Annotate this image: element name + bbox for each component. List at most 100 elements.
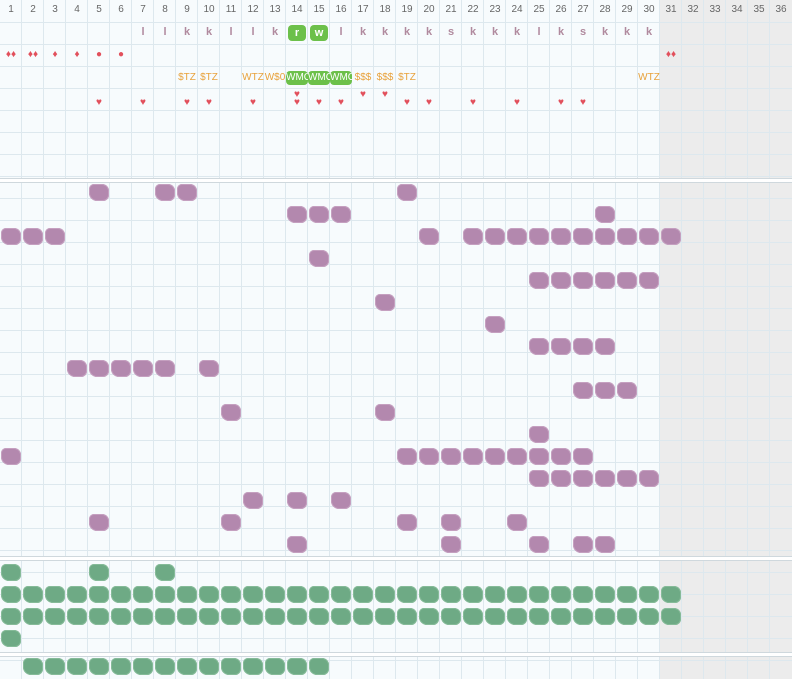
activity-mark-purple[interactable]	[551, 448, 571, 465]
day-number[interactable]: 14	[291, 4, 303, 15]
activity-mark-green[interactable]	[155, 586, 175, 603]
activity-mark-purple[interactable]	[221, 404, 241, 421]
activity-mark-green[interactable]	[309, 658, 329, 675]
cost-code[interactable]: WMO	[330, 71, 352, 85]
activity-mark-purple[interactable]	[617, 470, 637, 487]
day-number[interactable]: 19	[401, 4, 413, 15]
entry-letter[interactable]: s	[579, 26, 587, 38]
cost-code[interactable]: WMO	[308, 71, 330, 85]
entry-letter[interactable]: k	[381, 26, 389, 38]
activity-mark-green[interactable]	[485, 586, 505, 603]
activity-mark-purple[interactable]	[23, 228, 43, 245]
activity-mark-purple[interactable]	[573, 338, 593, 355]
entry-letter[interactable]: k	[359, 26, 367, 38]
activity-mark-green[interactable]	[133, 586, 153, 603]
activity-mark-purple[interactable]	[67, 360, 87, 377]
activity-mark-purple[interactable]	[177, 184, 197, 201]
activity-mark-green[interactable]	[199, 586, 219, 603]
activity-mark-purple[interactable]	[155, 184, 175, 201]
activity-mark-purple[interactable]	[507, 448, 527, 465]
entry-letter[interactable]: l	[163, 26, 167, 38]
activity-mark-green[interactable]	[1, 564, 21, 581]
activity-mark-green[interactable]	[1, 630, 21, 647]
activity-mark-purple[interactable]	[595, 382, 615, 399]
activity-mark-green[interactable]	[199, 658, 219, 675]
activity-mark-green[interactable]	[23, 608, 43, 625]
activity-mark-green[interactable]	[111, 586, 131, 603]
activity-mark-green[interactable]	[155, 608, 175, 625]
activity-mark-green[interactable]	[111, 658, 131, 675]
activity-mark-green[interactable]	[1, 586, 21, 603]
entry-letter[interactable]: k	[513, 26, 521, 38]
activity-mark-green[interactable]	[155, 658, 175, 675]
day-number[interactable]: 36	[775, 4, 787, 15]
day-number[interactable]: 34	[731, 4, 743, 15]
activity-mark-purple[interactable]	[573, 272, 593, 289]
day-number[interactable]: 25	[533, 4, 545, 15]
entry-letter[interactable]: l	[251, 26, 255, 38]
activity-mark-green[interactable]	[661, 586, 681, 603]
day-number[interactable]: 12	[247, 4, 259, 15]
activity-mark-green[interactable]	[617, 608, 637, 625]
day-number[interactable]: 2	[30, 4, 36, 15]
activity-mark-purple[interactable]	[595, 470, 615, 487]
activity-mark-purple[interactable]	[397, 184, 417, 201]
day-number[interactable]: 23	[489, 4, 501, 15]
activity-mark-green[interactable]	[639, 586, 659, 603]
activity-mark-green[interactable]	[419, 586, 439, 603]
activity-mark-purple[interactable]	[485, 316, 505, 333]
activity-mark-purple[interactable]	[529, 338, 549, 355]
day-number[interactable]: 26	[555, 4, 567, 15]
activity-mark-purple[interactable]	[617, 382, 637, 399]
activity-mark-green[interactable]	[441, 586, 461, 603]
day-number[interactable]: 17	[357, 4, 369, 15]
activity-mark-green[interactable]	[331, 586, 351, 603]
entry-letter[interactable]: l	[339, 26, 343, 38]
activity-mark-purple[interactable]	[507, 228, 527, 245]
activity-mark-green[interactable]	[221, 658, 241, 675]
day-number[interactable]: 6	[118, 4, 124, 15]
activity-mark-purple[interactable]	[89, 360, 109, 377]
activity-mark-purple[interactable]	[419, 448, 439, 465]
activity-mark-green[interactable]	[221, 586, 241, 603]
activity-mark-purple[interactable]	[419, 228, 439, 245]
activity-mark-purple[interactable]	[287, 206, 307, 223]
cost-code[interactable]: $TZ	[178, 72, 196, 83]
activity-mark-purple[interactable]	[111, 360, 131, 377]
day-number[interactable]: 33	[709, 4, 721, 15]
activity-mark-green[interactable]	[309, 586, 329, 603]
activity-mark-purple[interactable]	[661, 228, 681, 245]
entry-letter[interactable]: k	[271, 26, 279, 38]
activity-mark-green[interactable]	[661, 608, 681, 625]
entry-letter[interactable]: l	[141, 26, 145, 38]
activity-mark-green[interactable]	[617, 586, 637, 603]
activity-mark-green[interactable]	[265, 658, 285, 675]
activity-mark-green[interactable]	[67, 658, 87, 675]
day-number[interactable]: 3	[52, 4, 58, 15]
day-number[interactable]: 10	[203, 4, 215, 15]
activity-mark-green[interactable]	[639, 608, 659, 625]
activity-mark-green[interactable]	[199, 608, 219, 625]
activity-mark-green[interactable]	[45, 608, 65, 625]
activity-mark-purple[interactable]	[331, 492, 351, 509]
activity-mark-purple[interactable]	[595, 338, 615, 355]
activity-mark-purple[interactable]	[617, 228, 637, 245]
activity-mark-purple[interactable]	[287, 536, 307, 553]
activity-mark-purple[interactable]	[529, 470, 549, 487]
activity-mark-green[interactable]	[133, 658, 153, 675]
activity-mark-purple[interactable]	[89, 514, 109, 531]
day-number[interactable]: 31	[665, 4, 677, 15]
entry-letter[interactable]: k	[403, 26, 411, 38]
activity-mark-purple[interactable]	[375, 404, 395, 421]
activity-mark-green[interactable]	[89, 608, 109, 625]
activity-mark-purple[interactable]	[133, 360, 153, 377]
activity-mark-green[interactable]	[23, 586, 43, 603]
activity-mark-purple[interactable]	[397, 448, 417, 465]
day-number[interactable]: 13	[269, 4, 281, 15]
cost-code[interactable]: $$$	[354, 72, 372, 83]
activity-mark-green[interactable]	[287, 608, 307, 625]
activity-mark-green[interactable]	[529, 586, 549, 603]
activity-mark-purple[interactable]	[287, 492, 307, 509]
activity-mark-purple[interactable]	[529, 426, 549, 443]
activity-mark-purple[interactable]	[507, 514, 527, 531]
